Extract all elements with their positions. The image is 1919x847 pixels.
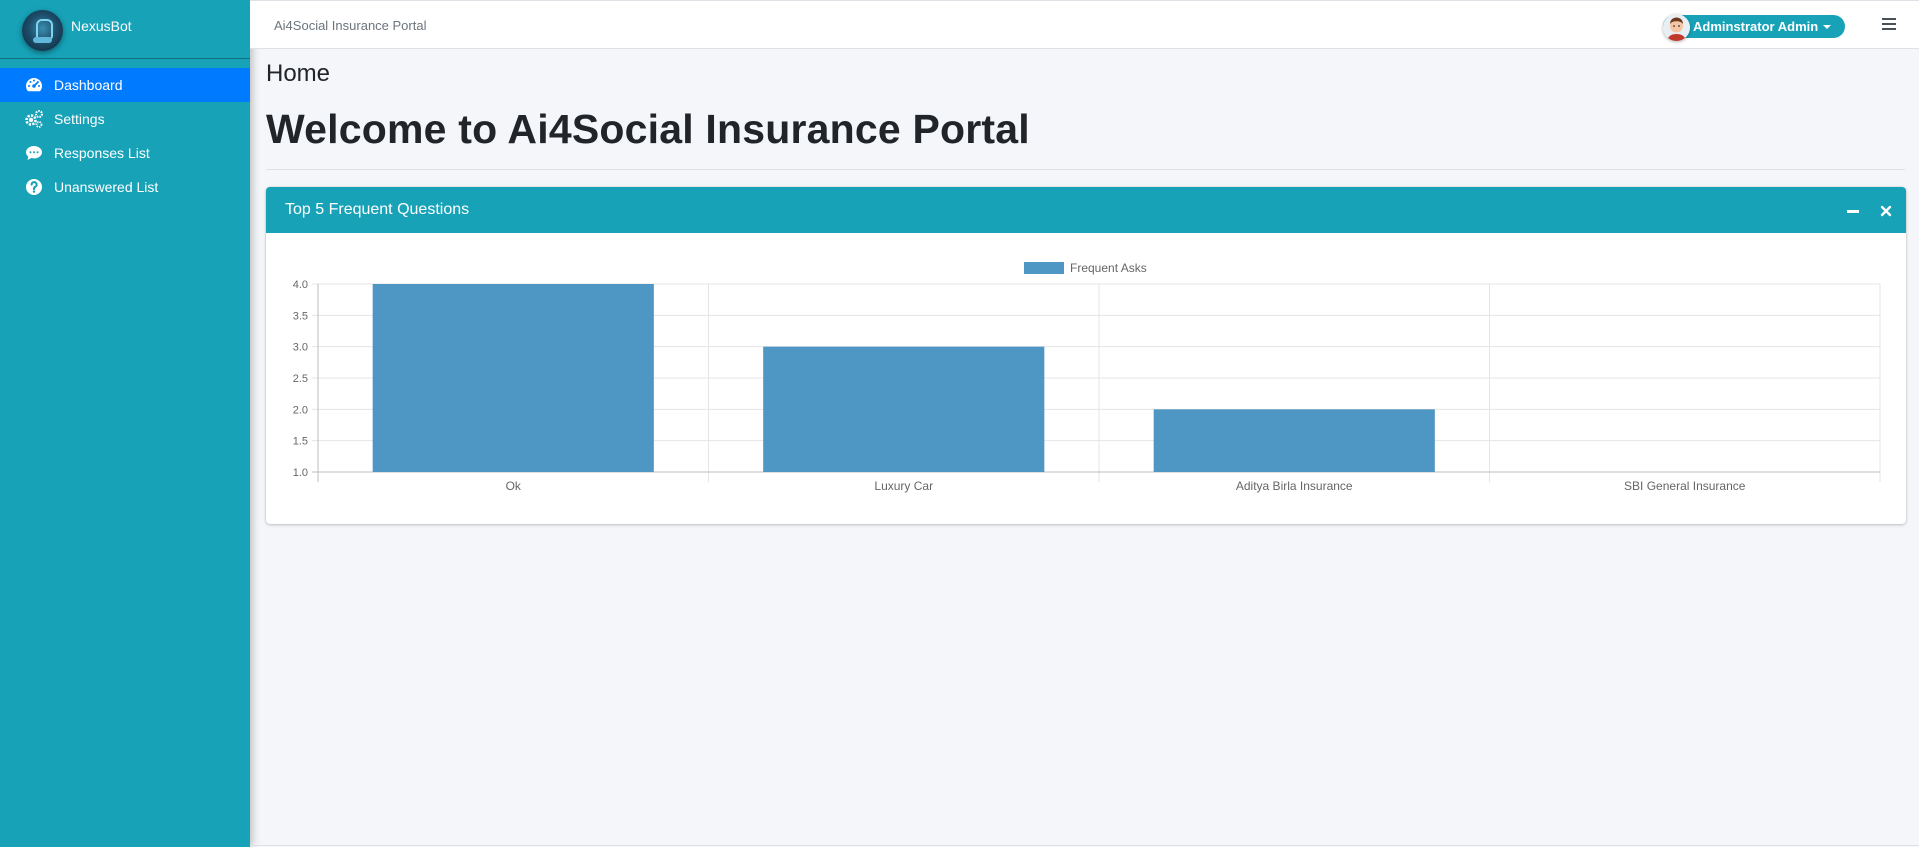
sidebar-item-unanswered-list[interactable]: Unanswered List <box>0 170 250 204</box>
y-tick-label: 2.5 <box>293 373 308 385</box>
gears-icon <box>23 108 45 130</box>
sidebar-item-label: Dashboard <box>54 77 123 93</box>
sidebar: NexusBot Dashboard Settings Responses Li… <box>0 0 250 847</box>
caret-down-icon <box>1823 24 1832 29</box>
sidebar-item-label: Settings <box>54 111 105 127</box>
user-name: Adminstrator Admin <box>1693 19 1819 34</box>
divider <box>266 169 1905 170</box>
y-tick-label: 1.5 <box>293 436 308 448</box>
bar <box>372 284 654 472</box>
bar <box>763 346 1045 472</box>
user-menu-button[interactable]: Adminstrator Admin <box>1663 15 1846 38</box>
x-tick-label: Aditya Birla Insurance <box>1236 479 1353 493</box>
top-navbar: Ai4Social Insurance Portal Adminstrator … <box>250 0 1919 49</box>
y-tick-label: 3.5 <box>293 310 308 322</box>
minimize-icon[interactable] <box>1843 201 1863 221</box>
sidebar-nav: Dashboard Settings Responses List Unansw… <box>0 68 250 204</box>
comment-icon <box>23 142 45 164</box>
x-tick-label: SBI General Insurance <box>1624 479 1746 493</box>
sidebar-item-responses-list[interactable]: Responses List <box>0 136 250 170</box>
breadcrumb: Home <box>266 60 331 87</box>
close-icon[interactable] <box>1876 201 1896 221</box>
question-circle-icon <box>23 176 45 198</box>
x-tick-label: Ok <box>506 479 522 493</box>
sidebar-item-label: Unanswered List <box>54 179 159 195</box>
y-tick-label: 2.0 <box>293 404 308 416</box>
brand-name: NexusBot <box>71 18 132 34</box>
bar-chart-svg: 1.0 1.5 2.0 2.5 3.0 3.5 4.0 Ok Luxury Car Aditya … <box>293 261 1881 493</box>
avatar[interactable] <box>1663 14 1690 41</box>
bar <box>1153 409 1435 472</box>
legend-swatch <box>1024 262 1064 274</box>
sidebar-item-settings[interactable]: Settings <box>0 102 250 136</box>
robot-logo-icon <box>22 10 63 51</box>
y-tick-label: 1.0 <box>293 467 308 479</box>
tachometer-icon <box>23 74 45 96</box>
sidebar-item-label: Responses List <box>54 145 150 161</box>
portal-title[interactable]: Ai4Social Insurance Portal <box>274 18 427 33</box>
x-tick-label: Luxury Car <box>874 479 933 493</box>
card-title: Top 5 Frequent Questions <box>285 201 470 218</box>
y-tick-label: 3.0 <box>293 342 308 354</box>
frequent-questions-card: Top 5 Frequent Questions 1.0 1.5 2.0 2.5 3.0… <box>266 187 1906 524</box>
sidebar-item-dashboard[interactable]: Dashboard <box>0 68 250 102</box>
brand[interactable]: NexusBot <box>0 0 250 59</box>
y-tick-label: 4.0 <box>293 279 308 291</box>
footer-border <box>250 845 1919 846</box>
legend-label: Frequent Asks <box>1070 261 1147 275</box>
bar-chart: 1.0 1.5 2.0 2.5 3.0 3.5 4.0 Ok Luxury Car Aditya … <box>266 233 1906 524</box>
page-title: Welcome to Ai4Social Insurance Portal <box>266 106 1030 152</box>
card-header: Top 5 Frequent Questions <box>266 187 1906 233</box>
hamburger-menu-icon[interactable] <box>1882 18 1896 30</box>
